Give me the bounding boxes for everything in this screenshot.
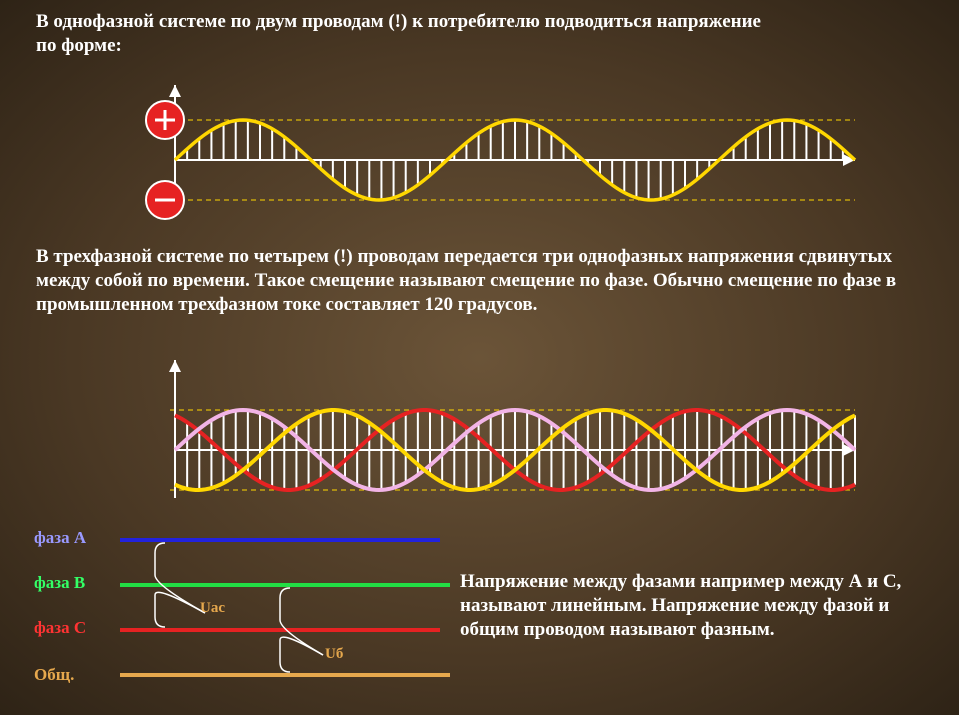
voltage-description: Напряжение между фазами например между А…: [460, 570, 920, 641]
uac-label: Uас: [200, 600, 225, 617]
intro-text-single-phase: В однофазной системе по двум проводам (!…: [36, 10, 766, 58]
phase-c-label: фаза С: [34, 618, 86, 638]
ub-label: Uб: [325, 646, 343, 663]
common-label: Общ.: [34, 665, 74, 685]
phase-b-label: фаза В: [34, 573, 85, 593]
intro-text-three-phase: В трехфазной системе по четырем (!) пров…: [36, 245, 926, 316]
phase-a-label: фаза А: [34, 528, 86, 548]
